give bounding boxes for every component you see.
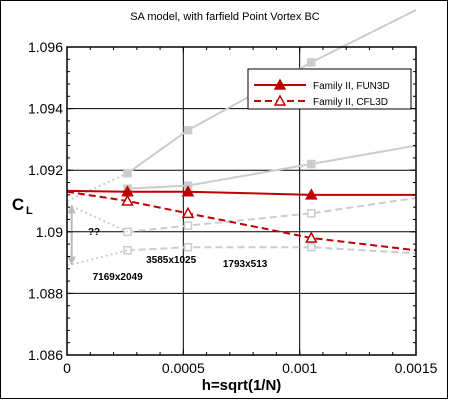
y-tick-label: 1.092	[28, 162, 63, 178]
background-series-marker	[183, 242, 193, 252]
series-marker	[181, 206, 195, 219]
x-tick-label: 0	[63, 360, 71, 376]
y-tick-label: 1.09	[36, 224, 63, 240]
background-series-line	[127, 144, 417, 190]
background-series-marker	[307, 58, 316, 67]
series-marker	[305, 188, 318, 200]
annotation-label: 3585x1025	[146, 255, 196, 266]
background-series-marker	[183, 125, 193, 135]
background-series-marker	[307, 209, 316, 218]
y-tick-label: 1.096	[28, 39, 63, 55]
x-tick-label: 0.001	[282, 360, 317, 376]
background-series-line	[127, 246, 417, 255]
annotation-label: 1793x513	[223, 259, 268, 270]
legend-marker	[273, 94, 287, 106]
background-series-line	[127, 196, 417, 233]
error-bar-arrow-bottom	[67, 256, 76, 266]
background-series-line	[66, 203, 128, 233]
annotation-label: ??	[88, 227, 100, 238]
series-marker	[121, 194, 134, 206]
x-tick-label: 0.0005	[162, 360, 205, 376]
background-series-line	[66, 249, 128, 267]
series-line	[66, 189, 416, 196]
y-tick-label: 1.094	[28, 101, 63, 117]
y-axis-title: C	[12, 195, 24, 214]
x-tick-label: 0.0015	[395, 360, 438, 376]
background-series-marker	[307, 159, 316, 169]
background-series-marker	[183, 221, 193, 230]
y-axis-title-subscript: L	[26, 205, 33, 217]
chart-title: SA model, with farfield Point Vortex BC	[130, 11, 320, 23]
legend-marker	[273, 78, 287, 90]
background-series-line	[66, 172, 128, 202]
annotation-label: 7169x2049	[93, 272, 143, 283]
y-tick-label: 1.088	[28, 285, 63, 301]
series-marker	[305, 231, 318, 243]
legend: Family II, FUN3D Family II, CFL3D	[247, 68, 412, 110]
axes-box	[66, 46, 417, 356]
y-tick-label: 1.086	[28, 347, 63, 363]
x-axis-title: h=sqrt(1/N)	[202, 377, 282, 394]
error-bar-arrow-top	[67, 204, 76, 214]
background-series-marker	[307, 242, 316, 252]
legend-label: Family II, FUN3D	[313, 81, 390, 92]
background-series-marker	[123, 246, 132, 255]
series-marker	[181, 185, 195, 197]
legend-label: Family II, CFL3D	[313, 97, 388, 108]
